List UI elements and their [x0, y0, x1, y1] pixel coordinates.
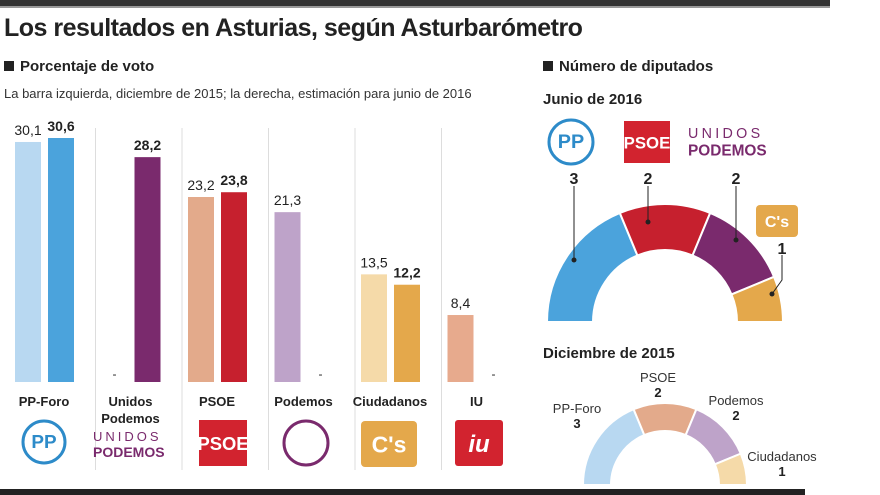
bottom-rule [0, 489, 805, 495]
seat-party-label: PP-Foro [553, 401, 601, 416]
seat-party-label: Ciudadanos [747, 449, 817, 464]
vote-heading: Porcentaje de voto [4, 58, 154, 75]
bar-jun [134, 157, 161, 382]
diciembre-segment [581, 407, 646, 486]
seat-count: 2 [644, 171, 653, 188]
leader-line [771, 255, 783, 295]
data-label: 30,1 [14, 122, 41, 138]
seat-count: 3 [573, 416, 580, 431]
psoe-logo-icon [624, 121, 670, 163]
bar-jun [221, 192, 247, 382]
leader-dot [733, 237, 739, 243]
category-label: IU [470, 394, 483, 409]
category-label: PSOE [199, 394, 235, 409]
page-title: Los resultados en Asturias, según Asturb… [4, 14, 583, 42]
data-label: - [319, 367, 323, 381]
diciembre-title: Diciembre de 2015 [543, 345, 675, 362]
podemos-logo-text: PODEMOS [688, 143, 767, 160]
pp-logo-icon [21, 419, 67, 465]
seat-party-label: Podemos [709, 393, 764, 408]
cs-logo-text: C's [765, 214, 789, 231]
bar-dec [361, 274, 387, 382]
bar-dec [15, 141, 41, 382]
data-label: 30,6 [47, 118, 74, 134]
data-label: - [113, 367, 117, 381]
junio-segment [730, 275, 785, 323]
data-label: 12,2 [393, 265, 420, 281]
bar-jun [48, 138, 74, 382]
seat-count: 1 [778, 241, 787, 258]
seat-party-label: PSOE [640, 370, 676, 385]
data-label: 23,8 [220, 172, 247, 188]
data-label: 28,2 [134, 137, 161, 153]
cs-logo-icon [361, 421, 417, 467]
seat-count: 2 [732, 408, 739, 423]
category-label: Podemos [274, 394, 333, 409]
unidos-logo-text: UNIDOS [93, 429, 162, 444]
cs-logo-icon [756, 205, 798, 237]
data-label: 21,3 [274, 192, 301, 208]
psoe-logo-text: PSOE [197, 433, 248, 454]
bar-dec [274, 212, 301, 382]
pp-logo-text: PP [31, 432, 56, 453]
data-label: 23,2 [187, 177, 214, 193]
vote-subtitle: La barra izquierda, diciembre de 2015; l… [4, 86, 472, 101]
data-label: 8,4 [451, 295, 471, 311]
seat-count: 2 [732, 171, 741, 188]
data-label: 13,5 [360, 254, 387, 270]
category-label: Ciudadanos [353, 394, 427, 409]
podemos-logo-text: PODEMOS [93, 444, 165, 460]
psoe-logo-text: PSOE [624, 133, 671, 152]
unidos-logo-text: UNIDOS [688, 126, 763, 142]
bar-dec [188, 197, 214, 382]
diciembre-segment [713, 452, 749, 486]
leader-dot [571, 257, 577, 263]
leader-dot [645, 219, 651, 225]
seat-count: 3 [570, 171, 579, 188]
category-label: PP-Foro [19, 394, 70, 409]
category-label: Unidos [108, 394, 152, 409]
top-rule [0, 0, 830, 8]
category-label: Podemos [101, 411, 160, 426]
seat-count: 2 [654, 385, 661, 400]
seat-count: 1 [778, 464, 785, 479]
iu-logo-text: iu [468, 431, 490, 458]
podemos-circle-icon [282, 419, 330, 467]
data-label: - [492, 367, 496, 381]
junio-segment [545, 211, 639, 323]
leader-dot [769, 291, 775, 297]
pp-logo-icon [547, 118, 595, 166]
pp-logo-text: PP [558, 131, 584, 153]
bar-jun [394, 284, 420, 382]
cs-logo-text: C's [372, 431, 407, 457]
bar-dec [447, 315, 474, 382]
junio-title: Junio de 2016 [543, 91, 643, 108]
psoe-logo-icon [199, 420, 247, 466]
iu-logo-icon [455, 420, 503, 466]
seats-heading: Número de diputados [543, 58, 713, 75]
